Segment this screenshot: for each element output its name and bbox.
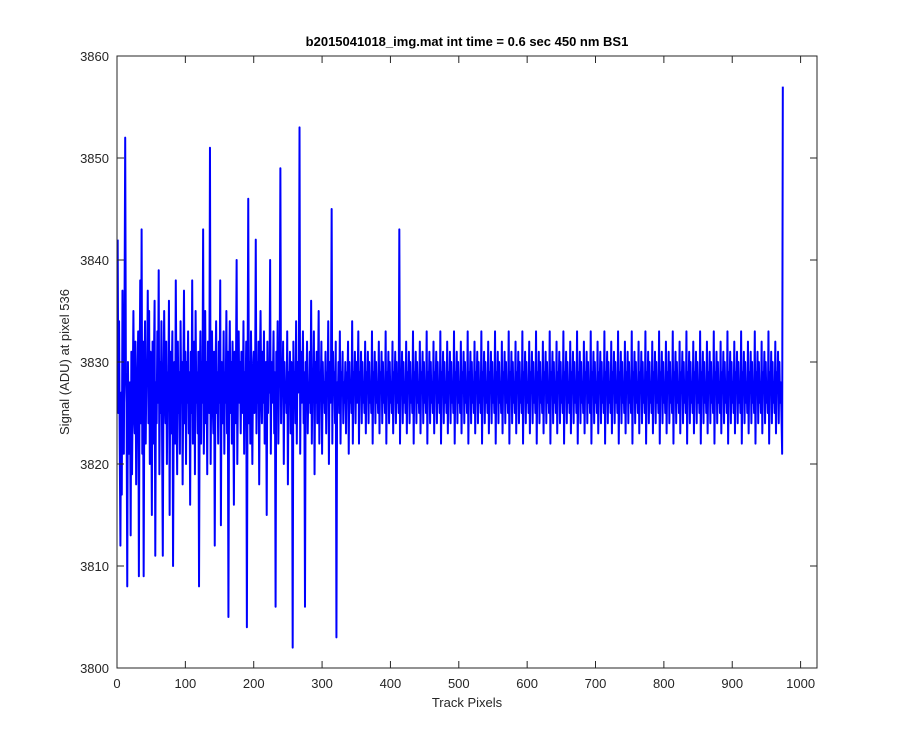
y-tick-label: 3830 xyxy=(80,355,109,370)
x-tick-label: 100 xyxy=(175,676,197,691)
y-tick-label: 3800 xyxy=(80,661,109,676)
y-axis-label: Signal (ADU) at pixel 536 xyxy=(57,289,72,435)
series-layer xyxy=(116,86,784,649)
y-tick-label: 3860 xyxy=(80,49,109,64)
x-tick-label: 0 xyxy=(113,676,120,691)
chart-title: b2015041018_img.mat int time = 0.6 sec 4… xyxy=(306,34,629,49)
x-tick-label: 800 xyxy=(653,676,675,691)
x-tick-label: 200 xyxy=(243,676,265,691)
x-axis-label: Track Pixels xyxy=(432,695,503,710)
x-tick-label: 1000 xyxy=(786,676,815,691)
y-tick-label: 3810 xyxy=(80,559,109,574)
x-tick-label: 900 xyxy=(721,676,743,691)
y-tick-label: 3850 xyxy=(80,151,109,166)
ticks-layer: 0 100 200 300 400 500 600 700 800 900 1000 3800 3810… xyxy=(80,49,817,691)
y-tick-label: 3840 xyxy=(80,253,109,268)
x-tick-label: 600 xyxy=(516,676,538,691)
series-line-0 xyxy=(116,86,784,649)
x-tick-label: 700 xyxy=(585,676,607,691)
x-tick-label: 400 xyxy=(380,676,402,691)
y-tick-label: 3820 xyxy=(80,457,109,472)
x-tick-label: 300 xyxy=(311,676,333,691)
x-tick-label: 500 xyxy=(448,676,470,691)
axes-box xyxy=(116,55,818,669)
